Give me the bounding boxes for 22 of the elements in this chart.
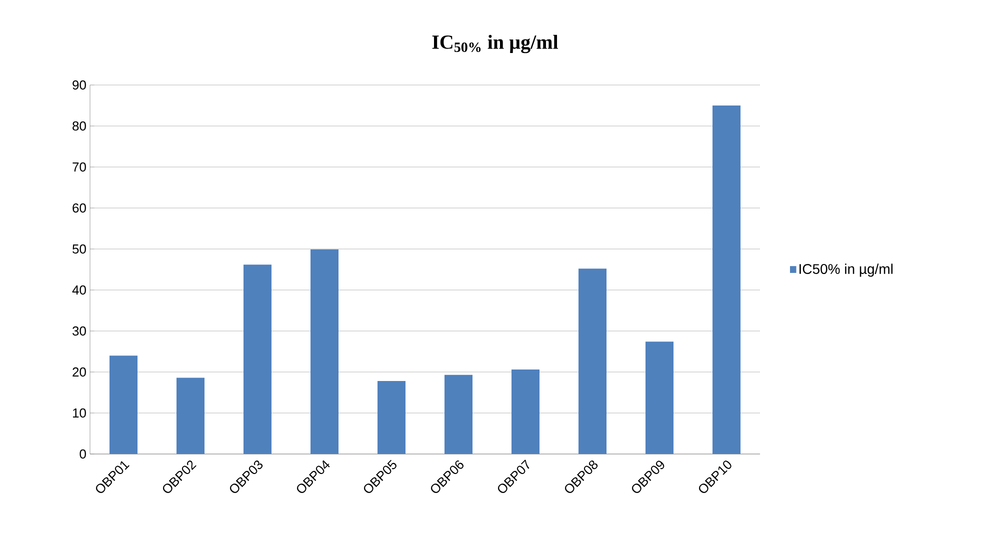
chart-title: IC$_{50%}$ in µg/ml <box>432 34 558 54</box>
y-tick-label: 30 <box>72 326 86 336</box>
bar <box>444 374 473 454</box>
y-tick-label: 70 <box>72 162 86 172</box>
y-tick-label: 0 <box>80 449 86 459</box>
bar <box>110 356 138 454</box>
y-tick-label: 10 <box>72 408 86 418</box>
bar <box>578 268 607 454</box>
bar <box>244 264 272 454</box>
bar <box>646 342 674 454</box>
y-tick-label: 80 <box>72 121 86 131</box>
bar <box>712 106 741 454</box>
legend-label: IC50% in µg/ml <box>800 264 893 277</box>
bar <box>176 378 205 454</box>
y-tick-label: 40 <box>72 285 86 295</box>
bar <box>378 381 406 454</box>
y-tick-label: 20 <box>72 367 86 377</box>
y-tick-label: 50 <box>72 244 86 254</box>
bar <box>512 370 540 454</box>
y-tick-label: 60 <box>72 203 86 213</box>
y-tick-label: 90 <box>72 80 86 90</box>
bar <box>310 249 339 454</box>
